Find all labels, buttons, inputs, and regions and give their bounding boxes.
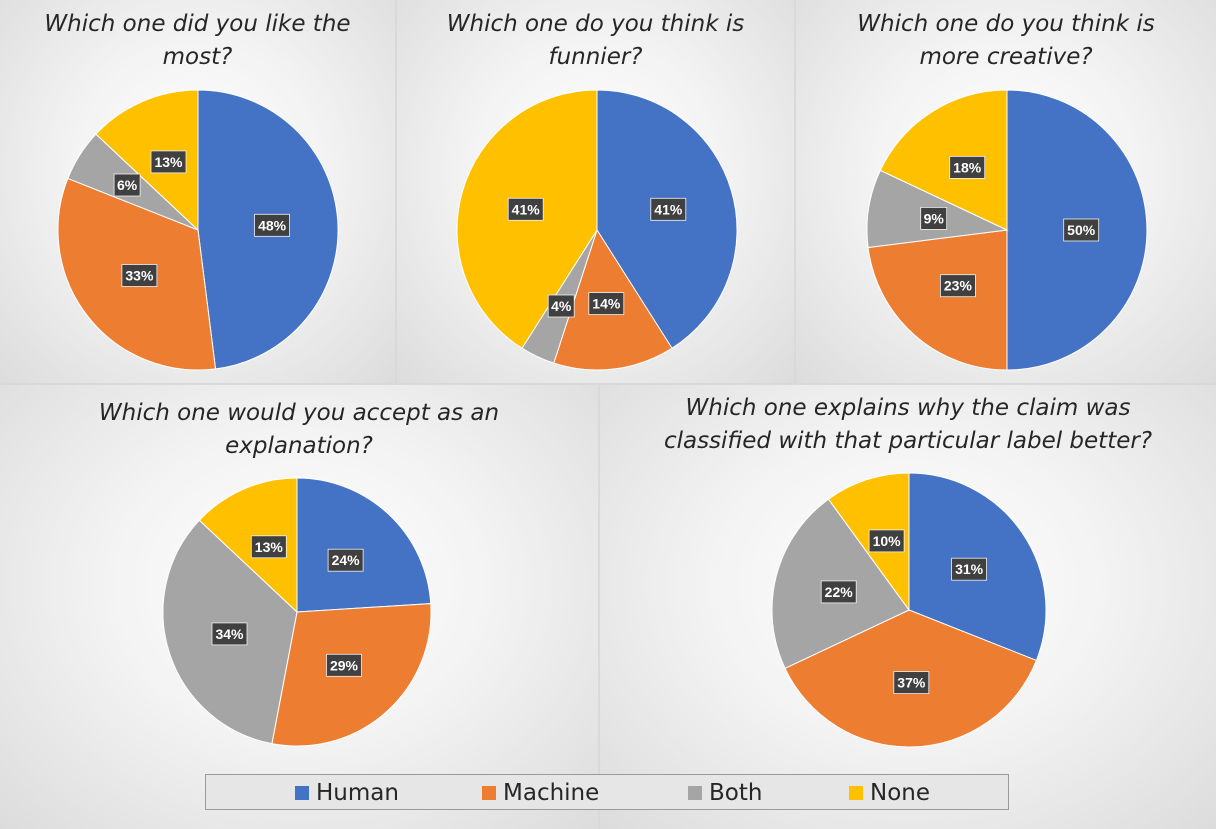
pie-4-data-label-human: 24% [327, 548, 364, 572]
pie-4-slice-human [296, 477, 432, 613]
chart-title-4-line-2: explanation? [225, 433, 373, 459]
pie-3-slice-none [879, 89, 1008, 231]
data-label-text: 18% [953, 159, 982, 175]
chart-legend: Human Machine Both None [205, 774, 1009, 810]
pie-chart-2: 41% 14% 4% 41% [456, 89, 738, 371]
data-label-box [940, 274, 976, 298]
data-label-box [327, 548, 364, 572]
legend-label-both: Both [709, 780, 763, 806]
data-label-text: 41% [512, 201, 541, 217]
pie-1-slice-none [95, 89, 199, 232]
pie-chart-1: 48% 33% 6% 13% [57, 89, 339, 371]
legend-item-machine: Machine [482, 775, 599, 811]
pie-5-data-label-both: 22% [820, 580, 857, 604]
chart-title-1-line-2: most? [162, 44, 233, 70]
data-label-box [121, 264, 158, 287]
data-label-box [507, 197, 544, 221]
chart-title-5: Which one explains why the claim was cla… [600, 392, 1216, 458]
data-label-box [150, 150, 187, 174]
chart-title-2-line-2: funnier? [548, 44, 643, 70]
data-label-text: 14% [592, 296, 621, 312]
pie-3-slice-machine [867, 229, 1008, 371]
data-label-box [588, 292, 625, 316]
data-label-text: 13% [154, 154, 183, 170]
chart-title-3-line-1: Which one do you think is [857, 11, 1155, 37]
data-label-box [650, 197, 687, 221]
chart-title-1-line-1: Which one did you like the [44, 11, 351, 37]
chart-title-2-line-1: Which one do you think is [446, 11, 745, 37]
legend-label-none: None [870, 780, 931, 806]
pie-4-data-label-none: 13% [250, 535, 287, 559]
pie-chart-5: 31% 37% 22% 10% [771, 472, 1047, 748]
legend-label-machine: Machine [503, 780, 600, 806]
legend-swatch-none [849, 786, 863, 800]
data-label-box [113, 173, 141, 197]
pie-1-data-label-machine: 33% [121, 264, 158, 287]
data-label-box [949, 156, 986, 179]
legend-label-human: Human [316, 780, 399, 806]
pie-4-data-label-machine: 29% [326, 653, 362, 677]
data-label-box [893, 671, 930, 695]
pie-chart-4: 24% 29% 34% 13% [162, 477, 432, 747]
chart-title-3: Which one do you think is more creative? [796, 8, 1216, 74]
data-label-box [250, 535, 287, 559]
data-label-box [1063, 218, 1100, 242]
data-label-box [868, 529, 905, 553]
chart-title-4: Which one would you accept as an explana… [0, 397, 598, 463]
chart-title-4-line-1: Which one would you accept as an [98, 400, 500, 426]
pie-2-data-label-both: 4% [547, 294, 575, 318]
data-label-box [254, 213, 291, 237]
data-label-text: 34% [215, 626, 244, 642]
pie-3-data-label-none: 18% [949, 156, 986, 179]
pie-1-data-label-both: 6% [113, 173, 141, 197]
data-label-text: 41% [654, 201, 683, 217]
data-label-box [820, 580, 857, 604]
data-label-text: 23% [944, 278, 973, 294]
pie-5-data-label-none: 10% [868, 529, 905, 553]
data-label-text: 29% [330, 657, 359, 673]
pie-2-data-label-none: 41% [507, 197, 544, 221]
data-label-text: 33% [125, 268, 154, 284]
chart-title-3-line-2: more creative? [919, 44, 1093, 70]
data-label-text: 22% [825, 584, 854, 600]
data-label-text: 37% [897, 675, 926, 691]
legend-item-human: Human [295, 775, 399, 811]
legend-swatch-human [295, 786, 309, 800]
legend-swatch-both [688, 786, 702, 800]
data-label-box [951, 557, 988, 581]
pie-3-data-label-machine: 23% [940, 274, 976, 298]
chart-title-5-line-2: classified with that particular label be… [663, 428, 1153, 454]
data-label-text: 4% [551, 298, 572, 314]
chart-title-1: Which one did you like the most? [0, 8, 395, 74]
data-label-box [547, 294, 575, 318]
pie-4-data-label-both: 34% [211, 622, 248, 646]
pie-1-data-label-human: 48% [254, 213, 291, 237]
data-label-text: 24% [332, 552, 361, 568]
legend-swatch-machine [482, 786, 496, 800]
data-label-text: 48% [258, 217, 287, 233]
data-label-box [326, 653, 362, 677]
data-label-text: 31% [955, 561, 984, 577]
data-label-text: 50% [1067, 222, 1096, 238]
pie-2-data-label-machine: 14% [588, 292, 625, 316]
pie-5-data-label-machine: 37% [893, 671, 930, 695]
data-label-text: 13% [255, 539, 284, 555]
legend-item-both: Both [688, 775, 762, 811]
legend-item-none: None [849, 775, 930, 811]
pie-3-data-label-both: 9% [920, 207, 948, 230]
data-label-box [920, 207, 948, 230]
chart-title-5-line-1: Which one explains why the claim was [685, 395, 1131, 421]
pie-5-data-label-human: 31% [951, 557, 988, 581]
pie-1-data-label-none: 13% [150, 150, 187, 174]
chart-title-2: Which one do you think is funnier? [397, 8, 794, 74]
data-label-box [211, 622, 248, 646]
data-label-text: 10% [873, 533, 902, 549]
pie-2-data-label-human: 41% [650, 197, 687, 221]
pie-3-data-label-human: 50% [1063, 218, 1100, 242]
data-label-text: 9% [924, 210, 945, 226]
pie-4-slice-none [198, 477, 298, 614]
data-label-text: 6% [117, 177, 138, 193]
pie-chart-3: 50% 23% 9% 18% [866, 89, 1148, 371]
